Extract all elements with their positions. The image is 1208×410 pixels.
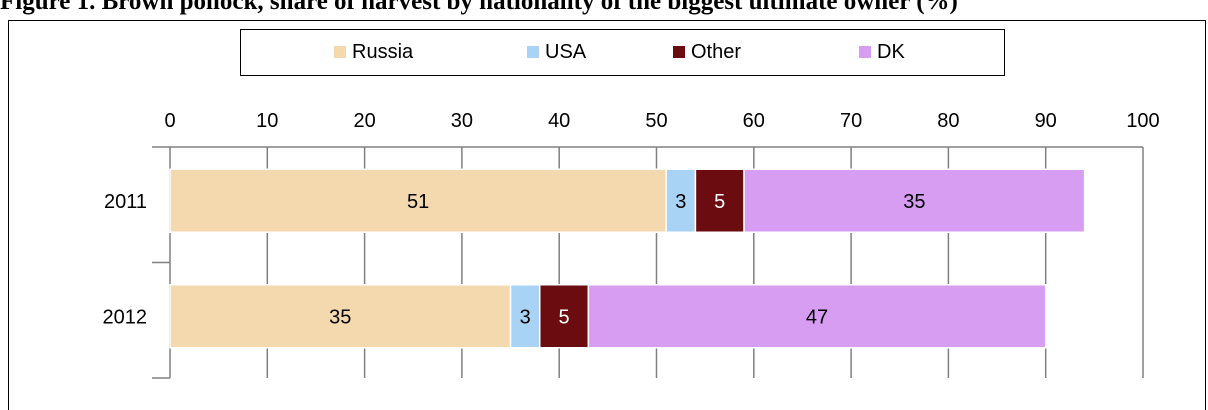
- legend-item-usa: USA: [527, 40, 586, 64]
- x-tick-label-30: 30: [451, 110, 473, 132]
- data-label-russia-2011: 51: [407, 191, 429, 213]
- legend-item-other: Other: [673, 40, 741, 64]
- figure-caption: Figure 1. Brown pollock, share of harves…: [0, 0, 958, 15]
- legend-label-dk: DK: [877, 40, 905, 63]
- legend-item-dk: DK: [859, 40, 905, 64]
- data-label-russia-2012: 35: [329, 306, 351, 328]
- chart-legend: Russia USA Other DK: [240, 29, 1005, 76]
- data-label-other-2011: 5: [714, 191, 725, 213]
- data-label-other-2012: 5: [559, 306, 570, 328]
- x-tick-label-100: 100: [1126, 110, 1159, 132]
- data-label-dk-2011: 35: [903, 191, 925, 213]
- x-tick-label-40: 40: [548, 110, 570, 132]
- legend-item-russia: Russia: [334, 40, 413, 64]
- chart-frame: [8, 20, 1206, 410]
- y-tick-label-2011: 2011: [104, 191, 147, 213]
- bar-dk-2012: [587, 284, 1047, 349]
- x-tick-label-50: 50: [645, 110, 667, 132]
- bar-dk-2011: [743, 168, 1086, 233]
- legend-swatch-dk: [859, 46, 871, 58]
- legend-swatch-russia: [334, 46, 346, 58]
- x-tick-label-0: 0: [164, 110, 175, 132]
- data-label-usa-2011: 3: [675, 191, 686, 213]
- y-tick-label-2012: 2012: [103, 306, 148, 328]
- x-tick-label-20: 20: [353, 110, 375, 132]
- legend-label-other: Other: [691, 40, 742, 63]
- legend-swatch-usa: [527, 46, 539, 58]
- legend-label-usa: USA: [545, 40, 587, 63]
- bar-usa-2012: [509, 284, 541, 349]
- x-tick-label-90: 90: [1035, 110, 1057, 132]
- x-tick-label-10: 10: [256, 110, 278, 132]
- x-tick-label-80: 80: [937, 110, 959, 132]
- data-label-usa-2012: 3: [520, 306, 531, 328]
- bar-usa-2011: [665, 168, 697, 233]
- legend-label-russia: Russia: [352, 40, 414, 63]
- data-label-dk-2012: 47: [806, 306, 828, 328]
- legend-swatch-other: [673, 46, 685, 58]
- x-tick-label-70: 70: [840, 110, 862, 132]
- x-tick-label-60: 60: [743, 110, 765, 132]
